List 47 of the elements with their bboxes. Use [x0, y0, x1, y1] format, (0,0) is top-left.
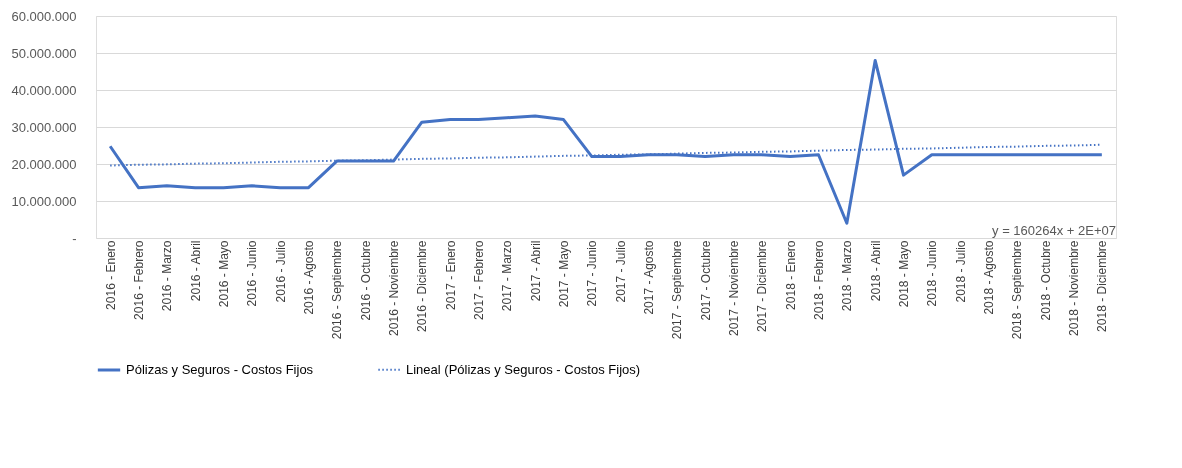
legend-label: Lineal (Pólizas y Seguros - Costos Fijos) [406, 361, 641, 377]
x-tick-label: 2018 - Julio [953, 240, 968, 303]
x-tick-label: 2018 - Junio [925, 240, 940, 307]
x-tick-label: 2016 - Febrero [132, 240, 146, 320]
x-tick-label: 2016 - Mayo [217, 240, 231, 308]
x-tick-label: 2017 - Junio [585, 240, 600, 307]
x-tick-label: 2016 - Diciembre [415, 240, 430, 332]
x-tick-label: 2017 - Marzo [500, 240, 515, 312]
x-tick-label: 2018 - Marzo [840, 240, 855, 312]
x-tick-label: 2018 - Febrero [812, 240, 826, 320]
y-tick-label: 10.000.000 [11, 193, 77, 209]
x-tick-label: 2018 - Agosto [982, 240, 996, 315]
x-tick-label: 2018 - Septiembre [1010, 240, 1025, 340]
x-tick-label: 2017 - Febrero [472, 240, 486, 320]
x-tick-label: 2017 - Diciembre [755, 240, 770, 332]
x-tick-label: 2018 - Noviembre [1067, 240, 1081, 336]
x-tick-label: 2016 - Noviembre [387, 240, 401, 336]
x-tick-label: 2016 - Abril [188, 240, 203, 302]
x-tick-label: 2016 - Marzo [160, 240, 175, 312]
x-tick-label: 2018 - Octubre [1038, 240, 1053, 321]
line-series [108, 58, 1104, 225]
x-tick-label: 2017 - Noviembre [727, 240, 741, 336]
annotation: y = 160264x + 2E+07 [992, 223, 1116, 238]
x-tick-label: 2017 - Octubre [698, 240, 713, 321]
y-tick-label: 20.000.000 [11, 156, 77, 172]
y-tick-label: 30.000.000 [11, 119, 77, 135]
x-tick-label: 2018 - Diciembre [1095, 240, 1110, 332]
y-tick-label: 50.000.000 [11, 45, 77, 61]
x-tick-label: 2017 - Julio [613, 240, 628, 303]
x-tick-label: 2017 - Enero [443, 240, 458, 310]
x-tick-label: 2018 - Abril [868, 240, 883, 302]
y-tick-label: - [72, 230, 77, 246]
x-tick-label: 2016 - Octubre [358, 240, 373, 321]
x-tick-label: 2016 - Enero [103, 240, 118, 310]
y-tick-label: 60.000.000 [11, 8, 77, 24]
x-tick-label: 2016 - Septiembre [330, 240, 345, 340]
x-tick-label: 2017 - Abril [528, 240, 543, 302]
x-tick-label: 2016 - Junio [245, 240, 260, 307]
legend-label: Pólizas y Seguros - Costos Fijos [126, 362, 314, 377]
y-tick-label: 40.000.000 [11, 82, 77, 98]
x-tick-label: 2017 - Mayo [557, 240, 571, 308]
x-tick-label: 2017 - Septiembre [670, 240, 685, 340]
x-tick-label: 2018 - Mayo [897, 240, 911, 308]
x-tick-label: 2018 - Enero [783, 240, 798, 310]
x-tick-label: 2016 - Agosto [302, 240, 316, 315]
x-tick-label: 2016 - Julio [273, 240, 288, 303]
x-tick-label: 2017 - Agosto [642, 240, 656, 315]
